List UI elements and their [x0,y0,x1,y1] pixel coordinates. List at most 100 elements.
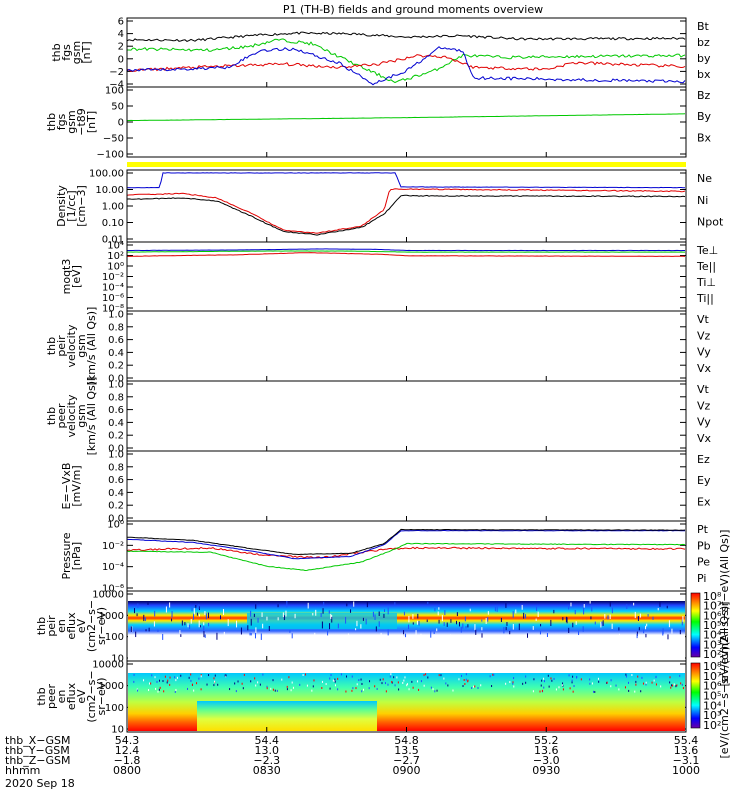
y-tick-label: 10⁰ [107,520,124,531]
legend-pressure-0: Pt [697,523,709,536]
y-axis-label: thbpeerenefluxeV(cm2−s−sr−eV) [35,670,108,722]
y-tick-label: 10⁻⁸ [102,304,124,315]
xaxis-value: 54.8 [394,734,419,747]
y-tick-label: 10 [111,654,124,665]
legend-peer-velocity-2: Vy [697,416,711,429]
y-tick-label: 10² [107,251,124,262]
legend-fgs-0: Bt [697,20,710,33]
y-tick-label: 0.4 [108,348,124,359]
legend-peir-velocity-1: Vz [697,329,711,342]
xaxis-value: 0830 [253,764,281,777]
y-tick-label: 10⁻⁴ [102,283,124,294]
colorbar-tick: 10³ [703,709,721,722]
bz-line [126,54,686,72]
y-tick-label: 100.00 [89,169,124,180]
date-label: 2020 Sep 18 [5,777,75,790]
colorbar-tick: 10⁴ [703,699,722,712]
y-tick-label: 0.4 [108,418,124,429]
legend-efield-2: Ex [697,495,711,508]
by-t89-line [126,113,686,122]
colorbar-tick: 10⁶ [703,680,722,693]
pi-line [126,529,686,560]
y-axis-label: moqt3[eV] [60,259,83,295]
panel-frame [126,86,687,158]
bx-line [126,46,686,86]
y-tick-label: 0.6 [108,475,124,486]
y-tick-label: 1.0 [108,310,124,321]
te-perp-line [126,252,686,257]
y-axis-label: thbpeirvelocitygsm[km/s (All Qs)] [45,307,98,386]
y-tick-label: 10000 [92,590,124,601]
xaxis-value: 13.0 [255,744,280,757]
y-tick-label: −2 [109,67,124,78]
y-tick-label: 0.4 [108,488,124,499]
y-tick-label: 10 [111,725,124,736]
panel-frame [126,520,687,592]
y-tick-label: 0.2 [108,361,124,372]
legend-density-1: Ni [697,194,708,207]
y-tick-label: 0.6 [108,405,124,416]
legend-peir-velocity-0: Vt [697,313,710,326]
colorbar-label: [eV/(cm2−s−sr−eV)(All Qs)] [718,530,731,687]
pb-line [126,546,686,559]
legend-temperature-2: Ti⊥ [696,276,716,289]
colorbar [690,662,701,729]
legend-peir-velocity-3: Vx [697,362,712,375]
y-tick-label: 10⁻⁶ [102,293,124,304]
colorbar-tick: 10⁵ [703,690,721,703]
bt-line [126,31,686,42]
xaxis-value: 54.4 [255,734,280,747]
legend-fgs-t89-2: Bx [697,131,712,144]
colorbar [690,592,701,658]
panel-peir-velocity: thbpeirvelocitygsm[km/s (All Qs)] 1.00.8 0… [45,307,712,386]
xaxis-value: 1000 [672,764,700,777]
xaxis-value: 54.3 [115,734,140,747]
y-tick-label: −50 [103,134,124,145]
ni-line [126,194,686,236]
legend-efield-1: Ey [697,474,711,487]
xaxis-value: −2.7 [393,754,420,767]
legend-peer-velocity-3: Vx [697,432,712,445]
panel-frame [126,450,687,522]
panel-peer-eflux: thbpeerenefluxeV(cm2−s−sr−eV)10000 1000 10… [35,660,722,736]
colorbar-tick: 10² [703,719,721,732]
y-tick-label: 0.0 [108,374,124,385]
y-tick-label: 0 [118,118,124,129]
colorbar-tick: 10⁶ [703,609,722,622]
y-tick-label: 50 [111,102,124,113]
legend-temperature-1: Te|| [696,260,716,273]
y-tick-label: 10.00 [95,185,124,196]
y-tick-label: 1000 [99,611,124,622]
y-tick-label: −100 [97,150,124,161]
legend-fgs-2: by [697,52,711,65]
ne-line [126,188,686,234]
panel-frame [126,380,687,452]
xaxis-value: 0800 [113,764,141,777]
colorbar-tick: 10⁵ [703,619,721,632]
y-tick-label: 100 [105,86,124,97]
y-tick-label: 6 [118,17,124,28]
panel-efield: E=−VxB[mV/m] 1.00.8 0.6 0.4 0.2 0.0 Ez Ey Ex [60,450,711,525]
npot-line [126,172,685,189]
xaxis-value: 0900 [393,764,421,777]
panel-frame [126,310,687,382]
y-tick-label: −4 [109,80,124,91]
y-tick-label: 10000 [92,660,124,671]
xaxis-row-label: hhmm [5,764,40,777]
legend-fgs-1: bz [697,36,710,49]
y-tick-label: 0.01 [102,235,124,246]
xaxis-value: 55.2 [534,734,559,747]
xaxis-value: 55.4 [674,734,699,747]
y-tick-label: 10⁻² [102,272,124,283]
legend-temperature-0: Te⊥ [696,244,718,257]
y-tick-label: 2 [118,42,124,53]
y-tick-label: 10⁴ [107,241,124,252]
xaxis-value: −3.0 [533,754,560,767]
legend-fgs-t89-0: Bz [697,89,711,102]
xaxis-value: 13.6 [534,744,559,757]
legend-density-0: Ne [697,172,712,185]
y-tick-label: 1.0 [108,380,124,391]
ion-spectrogram [128,601,685,660]
panel-frame [126,17,687,88]
pt-line [127,528,686,556]
